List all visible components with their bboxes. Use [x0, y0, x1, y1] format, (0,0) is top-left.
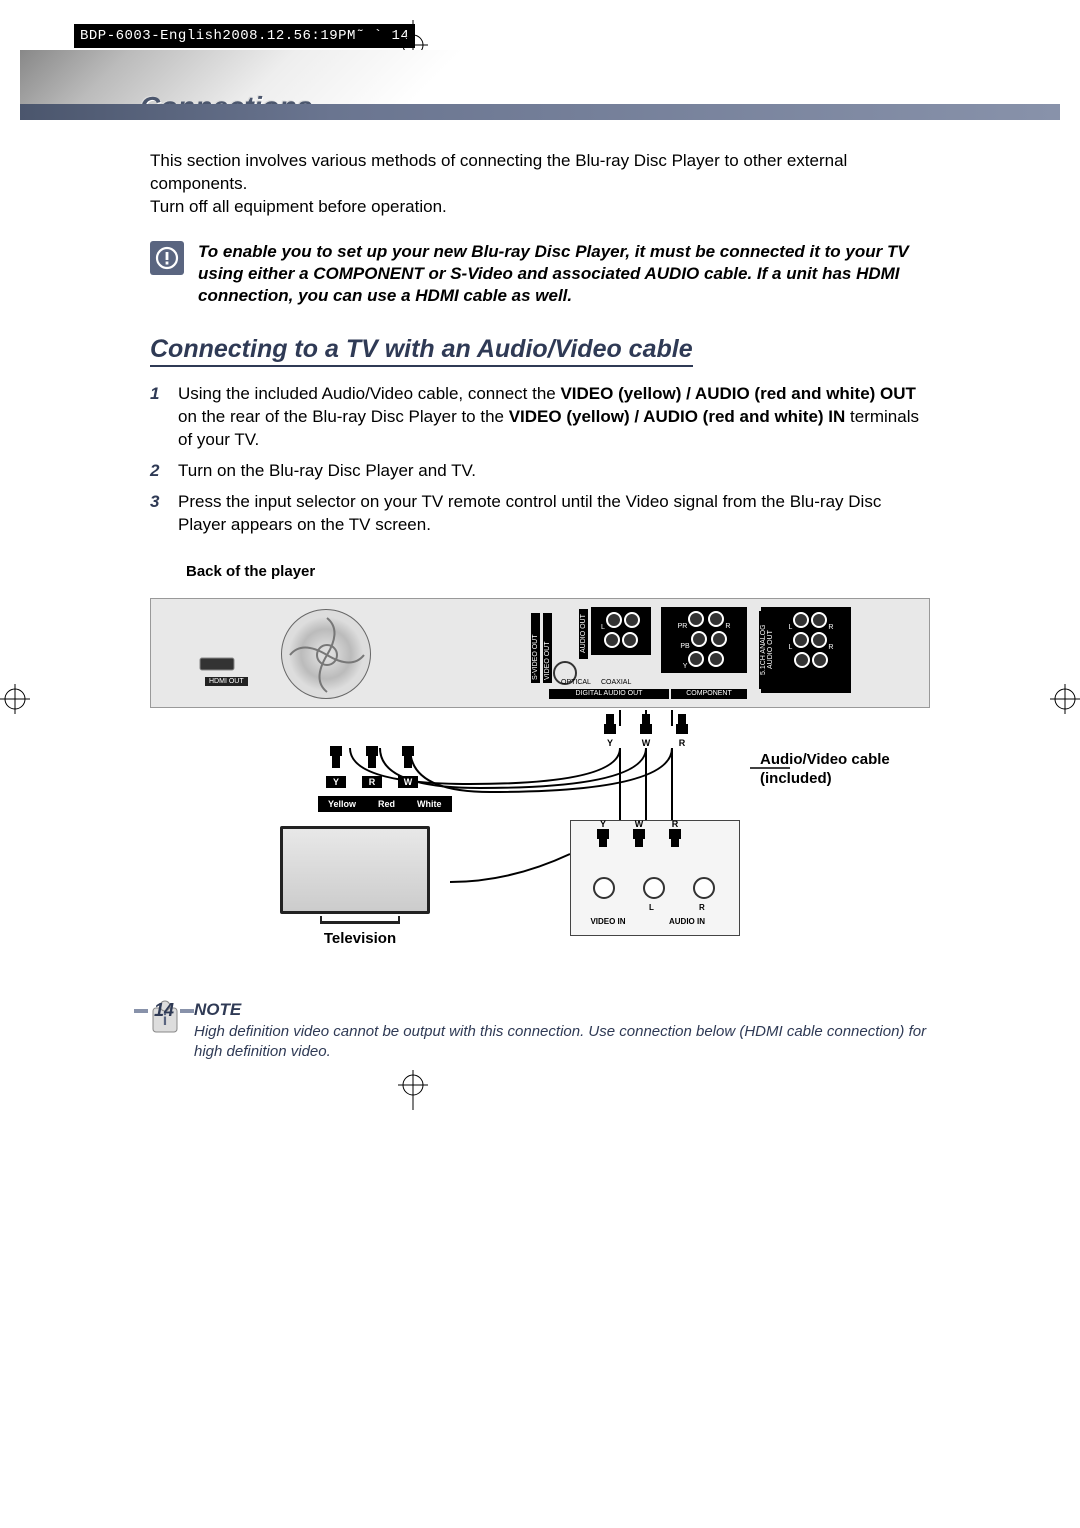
plug-red: R — [672, 714, 692, 748]
intro-line-2: Turn off all equipment before operation. — [150, 197, 447, 216]
analog-out-group: 5.1CH ANALOG AUDIO OUT LR LR — [761, 607, 851, 693]
note-text: High definition video cannot be output w… — [194, 1022, 930, 1063]
color-labels: Yellow Red White — [318, 796, 452, 812]
plug-tv-r: R — [665, 819, 685, 851]
videoout-label: VIDEO OUT — [543, 613, 552, 683]
important-callout: To enable you to set up your new Blu-ray… — [150, 241, 930, 307]
audio-in-label: AUDIO IN — [657, 917, 717, 926]
note-block: i NOTE High definition video cannot be o… — [150, 1000, 930, 1063]
connection-diagram: HDMI OUT S-VIDEO OUT VIDEO OUT AUDIO OUT… — [150, 586, 930, 976]
av-port-block: S-VIDEO OUT VIDEO OUT AUDIO OUT L PR R P… — [531, 607, 751, 701]
hdmi-port-icon — [199, 657, 235, 675]
step-text: Press the input selector on your TV remo… — [178, 491, 930, 537]
tv-input-panel: Y W R L R VIDEO IN AUDIO IN — [570, 820, 740, 936]
plugs-middle: Y R W — [326, 746, 418, 788]
tv-label: Television — [280, 930, 440, 947]
video-in-label: VIDEO IN — [583, 917, 633, 926]
step-2: 2 Turn on the Blu-ray Disc Player and TV… — [150, 460, 930, 483]
svideo-label: S-VIDEO OUT — [531, 613, 540, 683]
r-label: R — [699, 903, 705, 912]
audio-r-jack — [693, 877, 715, 899]
page-number: 14 — [128, 1000, 200, 1021]
digital-audio-label: DIGITAL AUDIO OUT — [549, 689, 669, 699]
step-num: 3 — [150, 491, 166, 537]
step-text: Using the included Audio/Video cable, co… — [178, 383, 930, 452]
plug-yellow: Y — [600, 714, 620, 748]
plug-r: R — [362, 746, 382, 788]
step-3: 3 Press the input selector on your TV re… — [150, 491, 930, 537]
plug-tv-w: W — [629, 819, 649, 851]
cable-lines — [150, 704, 930, 974]
video-in-jack — [593, 877, 615, 899]
note-title: NOTE — [194, 1000, 930, 1020]
hdmi-label: HDMI OUT — [205, 677, 248, 686]
section-heading: Connecting to a TV with an Audio/Video c… — [150, 335, 693, 367]
diagram-caption: Back of the player — [186, 563, 930, 580]
step-text: Turn on the Blu-ray Disc Player and TV. — [178, 460, 476, 483]
page-content: Connections This section involves variou… — [20, 50, 1060, 1062]
step-list: 1 Using the included Audio/Video cable, … — [150, 383, 930, 537]
intro-text: This section involves various methods of… — [150, 150, 930, 219]
plug-white: W — [636, 714, 656, 748]
cable-label: Audio/Video cable (included) — [760, 750, 890, 789]
exclamation-icon — [150, 241, 184, 275]
plug-y: Y — [326, 746, 346, 788]
step-1: 1 Using the included Audio/Video cable, … — [150, 383, 930, 452]
l-label: L — [649, 903, 654, 912]
plug-tv-y: Y — [593, 819, 613, 851]
component-group: PR R PB Y — [661, 607, 747, 673]
step-num: 1 — [150, 383, 166, 452]
step-num: 2 — [150, 460, 166, 483]
crop-mark-bottom — [398, 1070, 428, 1110]
fan-icon — [281, 609, 371, 699]
print-header-strip: BDP-6003-English2008.12.56:19PM˜ ` 14 — [74, 24, 415, 48]
plug-w: W — [398, 746, 418, 788]
callout-text: To enable you to set up your new Blu-ray… — [198, 241, 930, 307]
title-bar — [20, 104, 1060, 120]
coaxial-label: COAXIAL — [601, 679, 631, 686]
intro-line-1: This section involves various methods of… — [150, 151, 847, 193]
audio-l-jack — [643, 877, 665, 899]
component-label: COMPONENT — [671, 689, 747, 699]
plugs-to-player: Y W R — [600, 714, 692, 748]
television-icon: Television — [280, 826, 440, 936]
audio-out-group: AUDIO OUT L — [591, 607, 651, 655]
player-back-panel: HDMI OUT S-VIDEO OUT VIDEO OUT AUDIO OUT… — [150, 598, 930, 708]
optical-label: OPTICAL — [561, 679, 591, 686]
